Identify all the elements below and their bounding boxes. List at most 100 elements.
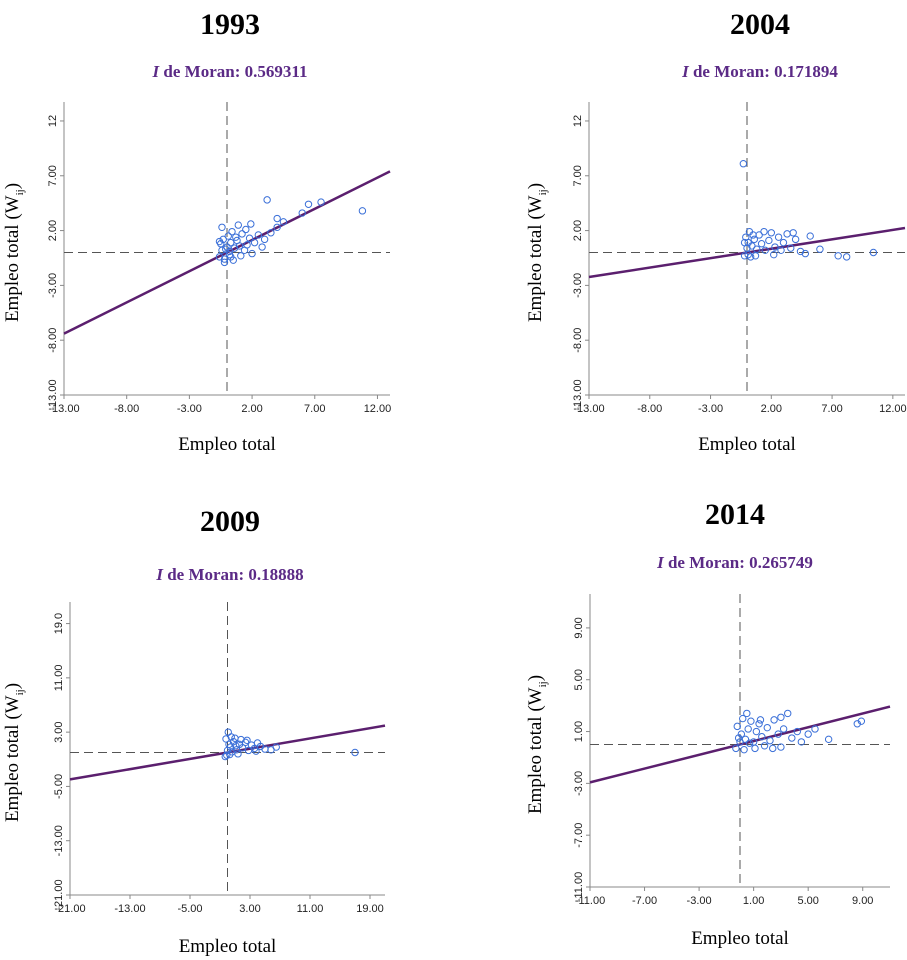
chart-title: 2014 <box>705 498 765 531</box>
data-point <box>774 730 782 738</box>
data-point <box>228 227 236 236</box>
x-axis-label: Empleo total <box>178 434 276 455</box>
x-tick-label: -21.00 <box>54 903 85 915</box>
data-point <box>235 242 244 250</box>
scatter-plot-2014: -11.00 -7.00 -3.00 1.00 5.00 9.00 -11.00 -7.00 -… <box>525 594 891 949</box>
data-point <box>760 227 768 236</box>
x-axis-label: Empleo total <box>698 434 796 455</box>
y-axis-label: Empleo total (Wij) <box>525 675 549 814</box>
x-tick-label: 3.00 <box>239 903 260 915</box>
x-tick-label: -5.00 <box>177 903 202 915</box>
data-point <box>252 747 260 755</box>
data-point <box>273 214 281 223</box>
moran-value: de Moran: 0.171894 <box>688 62 838 81</box>
x-axis-label: Empleo total <box>691 928 789 949</box>
y-tick-label: 7.00 <box>47 165 59 186</box>
moran-italic-i: I <box>156 565 163 584</box>
y-tick-label: -7.00 <box>573 823 585 848</box>
data-point <box>765 236 773 245</box>
data-point <box>743 709 751 718</box>
x-tick-label: 9.00 <box>852 895 873 907</box>
y-tick-label: 1.00 <box>573 721 585 742</box>
y-tick-label: 2.00 <box>47 220 59 241</box>
data-point <box>816 245 824 253</box>
data-point <box>234 221 242 229</box>
y-axis-label-close: ) <box>525 183 546 189</box>
data-point <box>752 727 761 736</box>
data-point <box>761 246 769 255</box>
data-point <box>745 739 754 747</box>
y-tick-label: 19.0 <box>53 613 65 634</box>
y-tick-label: -11.00 <box>573 872 585 902</box>
data-point <box>760 742 769 750</box>
x-tick-label: 1.00 <box>743 895 764 907</box>
regression-line <box>589 705 891 784</box>
data-point <box>742 233 750 241</box>
data-point <box>770 716 778 724</box>
x-tick-label: -13.00 <box>114 903 145 915</box>
data-point <box>767 229 776 237</box>
x-tick-label: 7.00 <box>304 403 325 415</box>
data-point <box>787 244 795 252</box>
data-point <box>751 744 759 753</box>
y-axis-label-main: Empleo total (W <box>525 195 546 322</box>
x-tick-label: -7.00 <box>632 895 657 907</box>
data-point <box>227 253 235 261</box>
data-point <box>777 743 785 751</box>
data-point <box>750 235 758 244</box>
data-point <box>749 231 757 239</box>
y-tick-label: 9.00 <box>573 617 585 638</box>
data-point <box>774 233 783 241</box>
x-tick-label: -13.00 <box>48 403 79 415</box>
data-point <box>757 240 766 248</box>
y-axis-label-subscript: ij <box>14 689 26 695</box>
x-tick-label: 12.00 <box>364 403 392 415</box>
moran-value: de Moran: 0.569311 <box>159 62 308 81</box>
y-tick-label: -13.00 <box>572 379 584 410</box>
data-point <box>741 735 750 744</box>
data-point <box>247 220 255 228</box>
y-axis-label-close: ) <box>2 183 23 189</box>
data-point <box>248 249 256 258</box>
data-point <box>744 250 752 259</box>
data-point <box>254 231 263 239</box>
x-tick-label: 7.00 <box>821 403 842 415</box>
x-axis-label: Empleo total <box>179 936 277 957</box>
y-axis-label-subscript: ij <box>537 189 549 195</box>
x-tick-label: 19.00 <box>356 903 384 915</box>
y-axis-label-subscript: ij <box>537 681 549 687</box>
data-point <box>279 218 288 226</box>
data-point <box>215 237 224 246</box>
data-point <box>250 238 259 247</box>
y-tick-label: -3.00 <box>47 273 59 298</box>
data-point <box>793 727 801 736</box>
data-point <box>220 258 229 267</box>
y-tick-label: 7.00 <box>572 165 584 186</box>
scatter-plot-1993: -13.00 -8.00 -3.00 2.00 7.00 12.00 -13.00 -8.00… <box>2 102 392 455</box>
data-point <box>230 244 239 252</box>
x-tick-label: 11.00 <box>297 903 324 915</box>
y-tick-label: -21.00 <box>53 879 65 910</box>
data-point <box>245 234 254 242</box>
data-point <box>788 734 796 742</box>
data-point <box>740 745 748 754</box>
data-point <box>227 238 235 247</box>
y-axis-label-subscript: ij <box>14 189 26 195</box>
scatter-plot-2009: -21.00 -13.00 -5.00 3.00 11.00 19.00 -21.00 -13… <box>2 602 386 957</box>
data-point <box>232 742 240 750</box>
data-point <box>751 252 760 260</box>
chart-subtitle: I de Moran: 0.171894 <box>640 62 880 82</box>
x-tick-label: -11.00 <box>575 895 605 907</box>
data-point <box>777 713 785 721</box>
data-point <box>770 250 778 259</box>
y-tick-label: -13.00 <box>53 825 65 856</box>
moran-value: de Moran: 0.265749 <box>663 553 813 572</box>
data-point <box>243 241 251 249</box>
y-axis-label: Empleo total (Wij) <box>2 683 26 822</box>
y-tick-label: -8.00 <box>572 328 584 353</box>
moran-italic-i: I <box>657 553 664 572</box>
y-axis-label: Empleo total (Wij) <box>525 183 549 322</box>
data-point <box>304 200 313 208</box>
data-point <box>784 709 792 718</box>
y-tick-label: -3.00 <box>572 273 584 298</box>
